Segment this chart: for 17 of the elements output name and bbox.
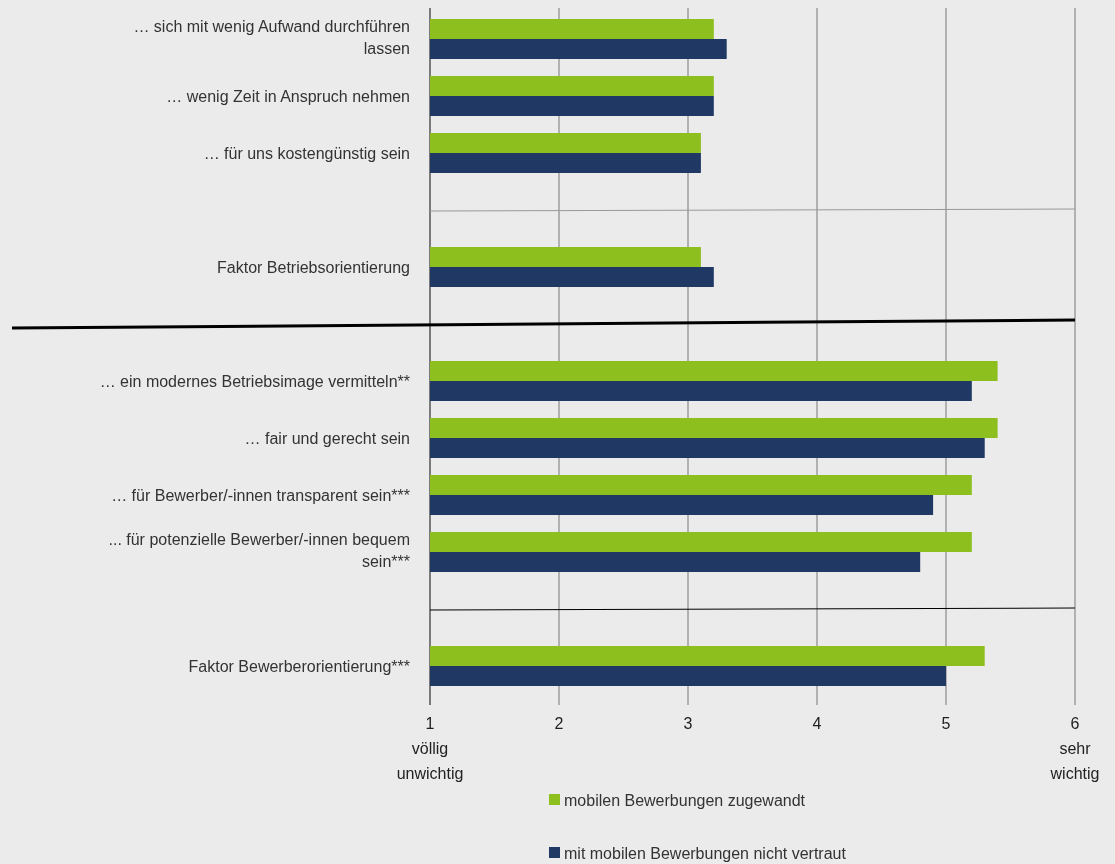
y-tick-label: Faktor Bewerberorientierung*** xyxy=(188,658,410,675)
legend-label: mit mobilen Bewerbungen nicht vertraut xyxy=(564,845,847,862)
y-tick-label: Faktor Betriebsorientierung xyxy=(217,259,410,276)
x-tick-label: 5 xyxy=(941,715,951,732)
x-tick-label: 2 xyxy=(554,715,564,732)
legend-label: mobilen Bewerbungen zugewandt xyxy=(564,792,806,809)
x-tick-label: 1 völlig unwichtig xyxy=(396,715,464,782)
x-tick-label: 3 xyxy=(683,715,693,732)
y-tick-label: ... für potenzielle Bewerber/-innen bequem sein*** xyxy=(108,531,410,570)
y-tick-label: … für uns kostengünstig sein xyxy=(203,145,410,162)
y-tick-label: … wenig Zeit in Anspruch nehmen xyxy=(166,88,410,105)
y-tick-label: … sich mit wenig Aufwand durchführen lassen xyxy=(133,18,410,57)
y-tick-label: … fair und gerecht sein xyxy=(244,430,410,447)
x-tick-label: 4 xyxy=(812,715,822,732)
x-tick-label: 6 sehr wichtig xyxy=(1049,715,1100,782)
y-tick-label: … für Bewerber/-innen transparent sein*** xyxy=(111,487,410,504)
y-tick-label: … ein modernes Betriebsimage vermitteln** xyxy=(99,373,410,390)
